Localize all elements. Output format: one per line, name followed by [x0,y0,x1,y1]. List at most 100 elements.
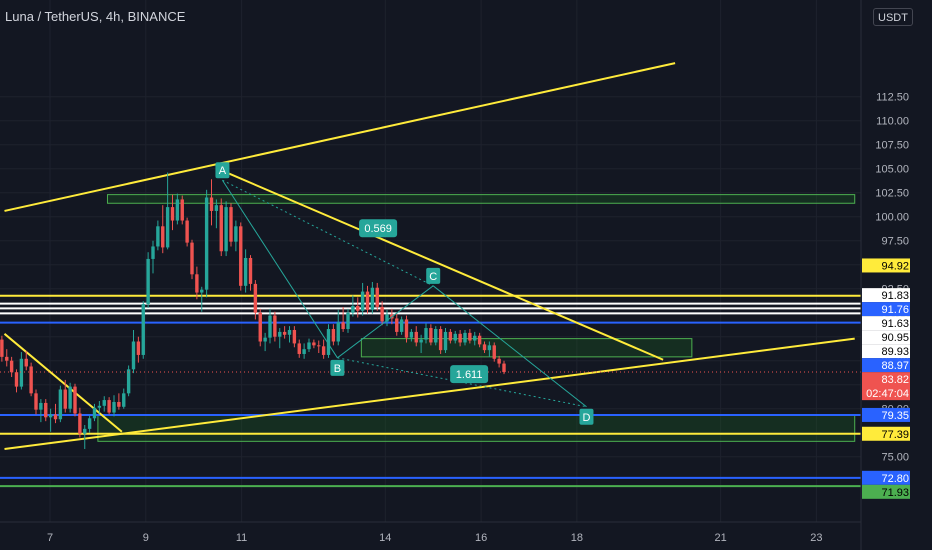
price-label-badge [862,316,910,331]
candle-body [477,335,482,345]
candle-body [165,207,170,248]
chart-grid [0,0,861,522]
price-tick-label: 112.50 [876,92,909,104]
supply-demand-zones[interactable] [97,194,856,442]
candle-body [0,339,4,357]
candle-body [78,413,82,434]
price-tick-label: 102.50 [875,188,909,200]
bar-countdown: 02:47:04 [866,388,909,400]
price-label-badge [862,372,910,401]
price-label-badge [862,344,910,359]
candle-body [161,226,165,248]
candle-body [268,315,272,338]
pattern-leg [432,285,587,408]
candle-body [214,205,219,211]
candle-body [29,366,33,394]
candle-body [73,386,77,414]
candle-body [87,418,92,429]
candle-body [185,220,189,243]
price-label-value: 89.93 [881,346,909,358]
candle-body [24,358,28,367]
candle-body [429,328,433,343]
candle-body [258,312,262,342]
candle-body [414,331,418,343]
candle-body [360,291,365,311]
time-tick-label: 16 [475,532,487,544]
candle-body [156,226,160,247]
candle-body [380,306,384,322]
candle-body [243,257,248,286]
price-label-value: 77.39 [881,429,909,441]
candle-body [468,332,472,341]
candle-body [126,369,131,394]
candle-body [448,331,453,341]
harmonic-pattern[interactable]: A B C D 0.569 1.611 [215,162,594,425]
candle-body [263,337,267,342]
time-tick-label: 9 [143,532,149,544]
price-label-value: 91.63 [881,318,909,330]
candle-body [53,414,58,420]
candle-body [351,305,355,313]
price-tick-label: 75.00 [881,452,909,464]
price-label-value: 90.95 [881,332,909,344]
price-label-value: 94.92 [881,260,909,272]
trend-line [3,333,123,433]
pattern-leg [222,179,338,359]
time-tick-label: 14 [379,532,391,544]
candle-body [409,331,414,338]
time-tick-label: 7 [47,532,53,544]
candle-body [190,242,194,275]
pattern-point-label: D [583,412,591,424]
candle-body [97,405,102,408]
candle-body [356,305,360,311]
candle-body [253,283,258,313]
candle-body [302,349,306,354]
trend-lines[interactable] [3,62,855,451]
candle-body [341,322,345,330]
candle-body [375,287,379,307]
candle-body [219,205,223,252]
time-tick-label: 23 [810,532,822,544]
currency-button[interactable]: USDT [873,8,913,26]
candle-body [336,322,340,342]
pattern-leg [337,285,434,359]
pattern-point-marker [579,408,594,425]
candle-body [463,332,467,343]
candle-body [141,304,145,355]
price-tick-label: 105.00 [875,164,909,176]
candle-body [92,407,97,419]
candle-body [224,207,228,252]
candle-body [146,258,150,305]
candle-body [131,341,136,370]
price-label-value: 91.83 [881,290,909,302]
candle-body [151,246,155,259]
candle-body [434,329,438,343]
price-label-badge [862,484,910,499]
candle-body [122,393,126,407]
candle-body [492,345,496,359]
zone-rectangle [97,414,856,442]
price-label-badge [862,302,910,317]
candle-body [68,386,72,409]
candle-body [346,312,350,330]
candle-body [195,274,199,293]
candle-body [502,363,506,373]
pattern-point-label: B [334,363,341,375]
price-labels: 94.92 91.83 91.76 91.63 90.95 89.93 88.97 83.82… [862,258,910,499]
price-label-value: 79.35 [881,410,909,422]
time-tick-label: 18 [571,532,583,544]
candle-body [438,329,443,351]
candle-body [370,287,375,310]
candle-body [292,329,297,344]
candle-body [9,360,14,373]
candle-body [273,315,277,337]
candle-body [58,389,63,420]
candle-body [482,344,487,351]
candle-body [473,335,477,341]
candle-body [175,199,180,221]
time-axis[interactable]: 7 9 11 14 16 18 21 23 [0,521,861,544]
ratio-value: 0.569 [364,223,392,235]
symbol-title[interactable]: Luna / TetherUS, 4h, BINANCE [5,9,186,24]
candle-body [297,343,301,354]
